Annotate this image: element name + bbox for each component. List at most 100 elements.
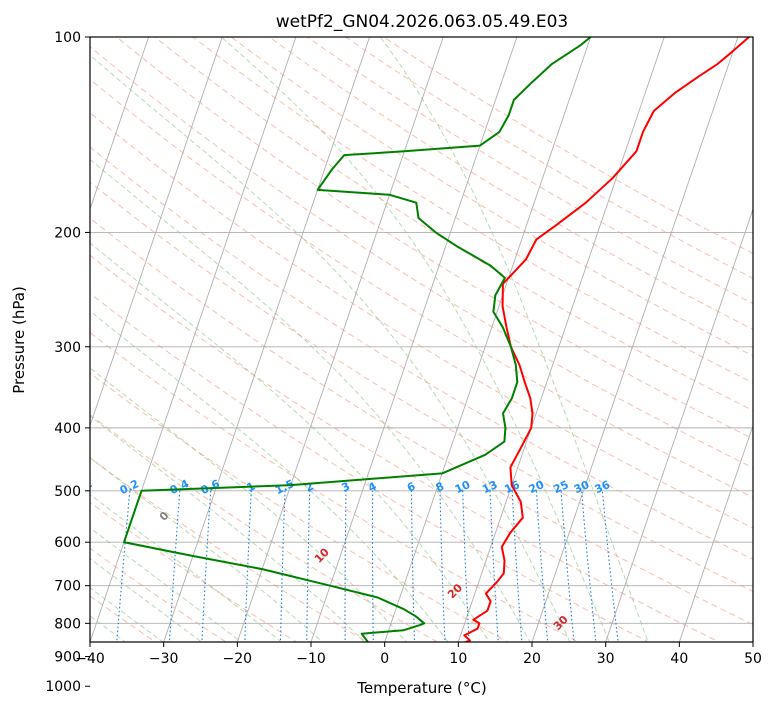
dry-adiabat-line — [90, 457, 368, 642]
isotherm-line — [90, 37, 297, 642]
y-tick-label: 800 — [54, 616, 81, 632]
isotherm-line — [236, 37, 444, 642]
sounding-profiles — [123, 37, 750, 642]
dry-adiabat-line — [90, 595, 157, 642]
axes: −40 −30 −20 −10 0 10 20 30 40 5010020030040050060… — [45, 30, 762, 695]
isotherm-line — [0, 37, 1, 700]
isotherm-line — [678, 424, 753, 642]
plot-frame — [89, 36, 754, 643]
chart-title: wetPf2_GN04.2026.063.05.49.E03 — [276, 12, 568, 32]
isotherm-line — [752, 640, 753, 642]
temperature-profile — [463, 37, 750, 642]
mixing-ratio-line — [344, 490, 347, 642]
isotherm-line — [90, 37, 223, 427]
dry-adiabat-line — [345, 37, 753, 279]
moist-adiabat-line — [0, 266, 57, 700]
x-tick-label: −10 — [296, 651, 326, 667]
mixing-ratio-label: 13 — [480, 478, 499, 496]
moist-adiabat-line — [90, 587, 164, 642]
moist-adiabat-line — [90, 54, 571, 642]
moist-adiabat-label: 30 — [551, 613, 571, 633]
dry-adiabat-line — [90, 414, 439, 642]
mixing-ratio-label: 36 — [593, 478, 613, 496]
dry-adiabat-line — [90, 46, 753, 469]
isotherm-line — [384, 37, 592, 642]
moist-adiabat-label: 20 — [445, 581, 465, 601]
x-tick-label: 40 — [670, 651, 688, 667]
isotherm-line — [90, 37, 150, 211]
moist-adiabat-label: 40 — [641, 641, 661, 661]
mixing-ratio-line — [116, 490, 131, 642]
mixing-ratio-line — [279, 490, 286, 642]
moist-adiabat-line — [90, 527, 242, 642]
mixing-ratio-label: 30 — [572, 478, 592, 496]
dry-adiabat-line — [90, 217, 753, 626]
y-tick-label: 1000 — [45, 679, 81, 695]
y-tick-label: 100 — [54, 30, 81, 46]
mixing-ratio-line — [581, 490, 597, 642]
mixing-ratio-line — [410, 490, 416, 642]
mixing-ratio-line — [62, 491, 83, 700]
y-axis-label: Pressure (hPa) — [10, 286, 28, 394]
dry-adiabat-line — [90, 292, 650, 642]
mixing-ratio-label: 20 — [527, 478, 547, 496]
mixing-ratio-line — [201, 490, 212, 642]
y-tick-label: 300 — [54, 340, 81, 356]
isotherm-line — [605, 207, 753, 642]
y-tick-label: 700 — [54, 579, 81, 595]
mixing-ratio-label: 0.1 — [71, 477, 94, 497]
x-tick-label: 50 — [744, 651, 762, 667]
dry-adiabat-line — [154, 37, 753, 412]
y-tick-label: 400 — [54, 421, 81, 437]
mixing-ratio-label: 25 — [551, 478, 570, 496]
dry-adiabat-line — [90, 146, 753, 560]
x-tick-label: −30 — [149, 651, 179, 667]
moist-adiabat-line — [90, 367, 408, 642]
y-tick-label: 500 — [54, 484, 81, 500]
moist-adiabat-line — [90, 310, 449, 642]
dewpoint-profile — [123, 37, 592, 642]
isotherm-line — [310, 37, 518, 642]
dry-adiabat-line — [383, 37, 753, 255]
mixing-ratio-line — [535, 490, 549, 642]
dry-adiabat-line — [90, 181, 753, 593]
mixing-ratio-label: 0.4 — [168, 477, 191, 497]
x-tick-label: 10 — [449, 651, 467, 667]
dry-adiabat-line — [90, 372, 509, 642]
mixing-ratio-label: 6 — [405, 479, 418, 494]
isotherm-line — [531, 37, 739, 642]
dry-adiabat-label: −10 — [0, 462, 9, 489]
mixing-ratio-line — [168, 490, 181, 642]
moist-adiabat-line — [379, 37, 649, 642]
moist-adiabat-line — [90, 456, 324, 642]
y-tick-label: 600 — [54, 535, 81, 551]
dry-adiabat-line — [90, 332, 580, 642]
moist-adiabat-line — [220, 37, 610, 642]
x-axis-label: Temperature (°C) — [356, 679, 486, 697]
dry-adiabat-line — [90, 254, 721, 642]
x-tick-label: 0 — [380, 651, 389, 667]
moist-adiabat-line — [90, 493, 283, 642]
y-tick-label: 200 — [54, 225, 81, 241]
dry-adiabat-line — [116, 37, 753, 440]
moist-adiabat-line — [0, 203, 168, 700]
isotherm-line — [457, 37, 665, 642]
mixing-ratio-label: 4 — [366, 479, 379, 494]
dry-adiabat-line — [230, 37, 753, 357]
moist-adiabat-line — [90, 242, 491, 642]
dry-adiabat-line — [192, 37, 753, 384]
x-tick-label: −20 — [223, 651, 253, 667]
mixing-ratio-label: 10 — [453, 478, 473, 496]
dry-adiabat-line — [90, 547, 227, 642]
mixing-ratio-line — [244, 490, 252, 642]
mixing-ratio-label: 2 — [303, 480, 315, 495]
x-tick-label: 20 — [523, 651, 541, 667]
moist-adiabat-line — [90, 158, 531, 642]
dry-adiabat-line — [90, 112, 753, 529]
mixing-ratio-line — [439, 490, 446, 642]
line-labels: −100−90−80−70−60−50−40−30−20−100.10.20.4… — [0, 462, 662, 661]
mixing-ratio-line — [306, 490, 311, 642]
background-lines — [0, 37, 753, 700]
mixing-ratio-line — [462, 490, 470, 642]
mixing-ratio-line — [560, 490, 575, 642]
